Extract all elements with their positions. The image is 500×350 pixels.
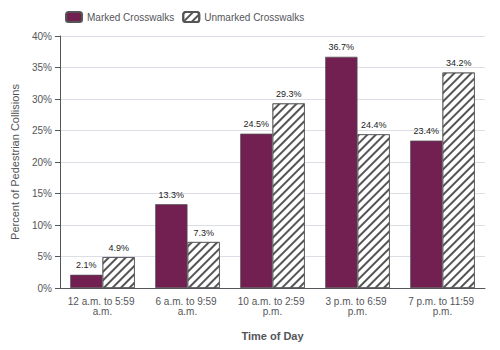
svg-text:7 p.m. to 11:59: 7 p.m. to 11:59 bbox=[408, 295, 477, 307]
svg-text:3 p.m. to 6:59: 3 p.m. to 6:59 bbox=[325, 295, 390, 307]
svg-text:13.3%: 13.3% bbox=[159, 190, 185, 200]
svg-text:0%: 0% bbox=[38, 283, 53, 294]
svg-text:10%: 10% bbox=[32, 220, 52, 231]
svg-text:36.7%: 36.7% bbox=[329, 42, 355, 52]
svg-text:40%: 40% bbox=[32, 31, 52, 42]
svg-text:2.1%: 2.1% bbox=[76, 260, 97, 270]
svg-text:12 a.m. to 5:59: 12 a.m. to 5:59 bbox=[67, 295, 138, 307]
svg-text:34.2%: 34.2% bbox=[446, 58, 472, 68]
svg-text:6 a.m. to 9:59: 6 a.m. to 9:59 bbox=[155, 295, 220, 307]
svg-text:30%: 30% bbox=[32, 94, 52, 105]
svg-text:23.4%: 23.4% bbox=[414, 126, 440, 136]
svg-text:Percent of Pedestrian Collisio: Percent of Pedestrian Collisions bbox=[9, 84, 21, 240]
svg-text:25%: 25% bbox=[32, 125, 52, 136]
svg-text:p.m.: p.m. bbox=[263, 306, 282, 317]
svg-text:5%: 5% bbox=[38, 251, 53, 262]
svg-text:Time of Day: Time of Day bbox=[241, 330, 304, 342]
svg-text:20%: 20% bbox=[32, 157, 52, 168]
svg-text:7.3%: 7.3% bbox=[193, 228, 214, 238]
svg-text:29.3%: 29.3% bbox=[276, 89, 302, 99]
svg-text:p.m.: p.m. bbox=[433, 306, 452, 317]
svg-text:10 a.m. to 2:59: 10 a.m. to 2:59 bbox=[237, 295, 308, 307]
svg-text:24.5%: 24.5% bbox=[244, 119, 270, 129]
svg-text:Unmarked Crosswalks: Unmarked Crosswalks bbox=[204, 12, 304, 23]
svg-text:p.m.: p.m. bbox=[348, 306, 367, 317]
svg-text:4.9%: 4.9% bbox=[108, 243, 129, 253]
svg-text:15%: 15% bbox=[32, 188, 52, 199]
svg-text:Marked Crosswalks: Marked Crosswalks bbox=[87, 12, 174, 23]
svg-text:a.m.: a.m. bbox=[178, 306, 197, 317]
svg-text:24.4%: 24.4% bbox=[361, 120, 387, 130]
svg-text:35%: 35% bbox=[32, 62, 52, 73]
svg-text:a.m.: a.m. bbox=[93, 306, 112, 317]
